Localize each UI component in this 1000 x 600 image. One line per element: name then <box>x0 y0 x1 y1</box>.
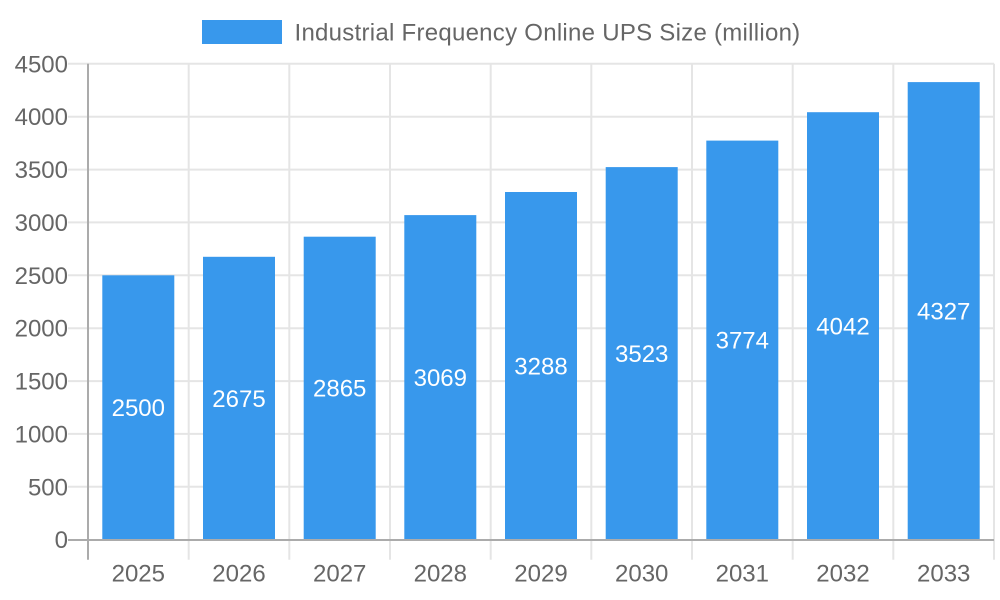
svg-text:Industrial Frequency Online UP: Industrial Frequency Online UPS Size (mi… <box>295 20 801 47</box>
svg-text:0: 0 <box>55 527 68 554</box>
svg-text:4000: 4000 <box>15 104 68 131</box>
svg-text:1500: 1500 <box>15 369 68 396</box>
svg-text:3500: 3500 <box>15 157 68 184</box>
svg-text:500: 500 <box>28 474 68 501</box>
svg-text:2033: 2033 <box>917 561 970 588</box>
svg-text:2500: 2500 <box>15 263 68 290</box>
svg-text:2025: 2025 <box>112 561 165 588</box>
svg-text:4042: 4042 <box>816 314 869 341</box>
svg-text:3069: 3069 <box>414 365 467 392</box>
svg-text:3000: 3000 <box>15 210 68 237</box>
svg-text:2031: 2031 <box>716 561 769 588</box>
svg-text:1000: 1000 <box>15 421 68 448</box>
svg-text:2675: 2675 <box>212 386 265 413</box>
svg-text:2000: 2000 <box>15 316 68 343</box>
svg-text:4500: 4500 <box>15 51 68 78</box>
svg-text:2500: 2500 <box>112 395 165 422</box>
svg-text:3523: 3523 <box>615 341 668 368</box>
svg-text:2032: 2032 <box>816 561 869 588</box>
svg-text:2028: 2028 <box>414 561 467 588</box>
svg-text:2026: 2026 <box>212 561 265 588</box>
svg-text:2027: 2027 <box>313 561 366 588</box>
svg-text:4327: 4327 <box>917 298 970 325</box>
svg-text:3774: 3774 <box>716 328 769 355</box>
svg-text:2030: 2030 <box>615 561 668 588</box>
svg-text:3288: 3288 <box>514 353 567 380</box>
svg-text:2865: 2865 <box>313 376 366 403</box>
svg-text:2029: 2029 <box>514 561 567 588</box>
